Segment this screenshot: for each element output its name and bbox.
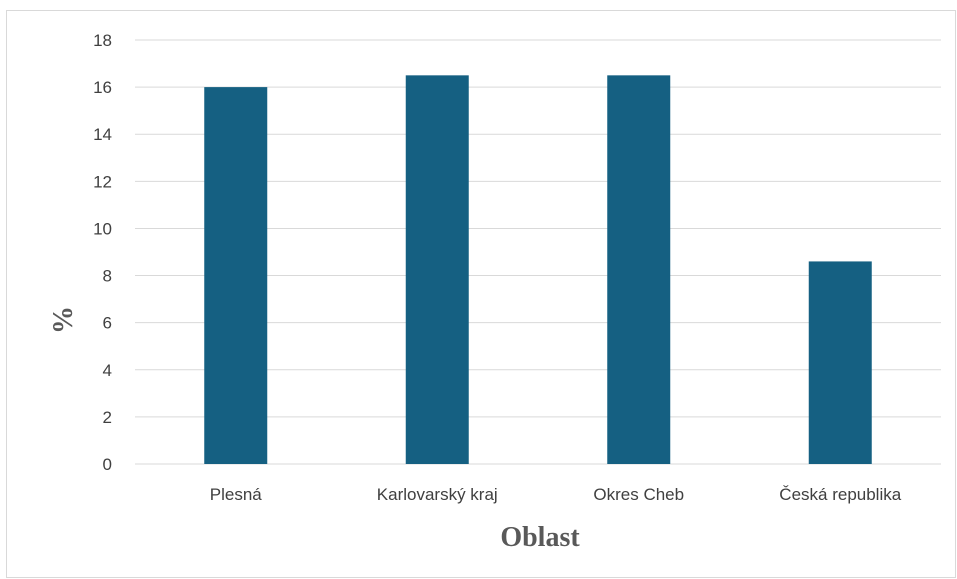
x-axis-title: Oblast [500, 522, 580, 553]
y-tick-label: 2 [103, 408, 112, 427]
x-category-label: Česká republika [779, 485, 901, 504]
bar [405, 75, 469, 464]
y-tick-label: 0 [103, 455, 112, 474]
bar [607, 75, 671, 464]
bar [808, 261, 872, 464]
x-axis-categories: Plesná Karlovarský kraj Okres Cheb Česká re… [210, 485, 902, 504]
y-tick-label: 6 [103, 314, 112, 333]
bar [204, 87, 268, 464]
y-tick-label: 18 [93, 31, 112, 50]
x-category-label: Karlovarský kraj [377, 485, 498, 504]
x-category-label: Okres Cheb [593, 485, 684, 504]
y-axis-ticks: 0 2 4 6 8 10 12 14 16 18 [93, 31, 112, 474]
gridlines [135, 39, 941, 465]
y-tick-label: 12 [93, 172, 112, 191]
y-tick-label: 4 [103, 361, 112, 380]
y-tick-label: 16 [93, 78, 112, 97]
y-axis-title: % [48, 306, 79, 334]
chart-frame [6, 10, 956, 578]
x-category-label: Plesná [210, 485, 263, 504]
bars [204, 75, 872, 464]
y-tick-label: 8 [103, 267, 112, 286]
y-tick-label: 10 [93, 219, 112, 238]
y-tick-label: 14 [93, 125, 112, 144]
